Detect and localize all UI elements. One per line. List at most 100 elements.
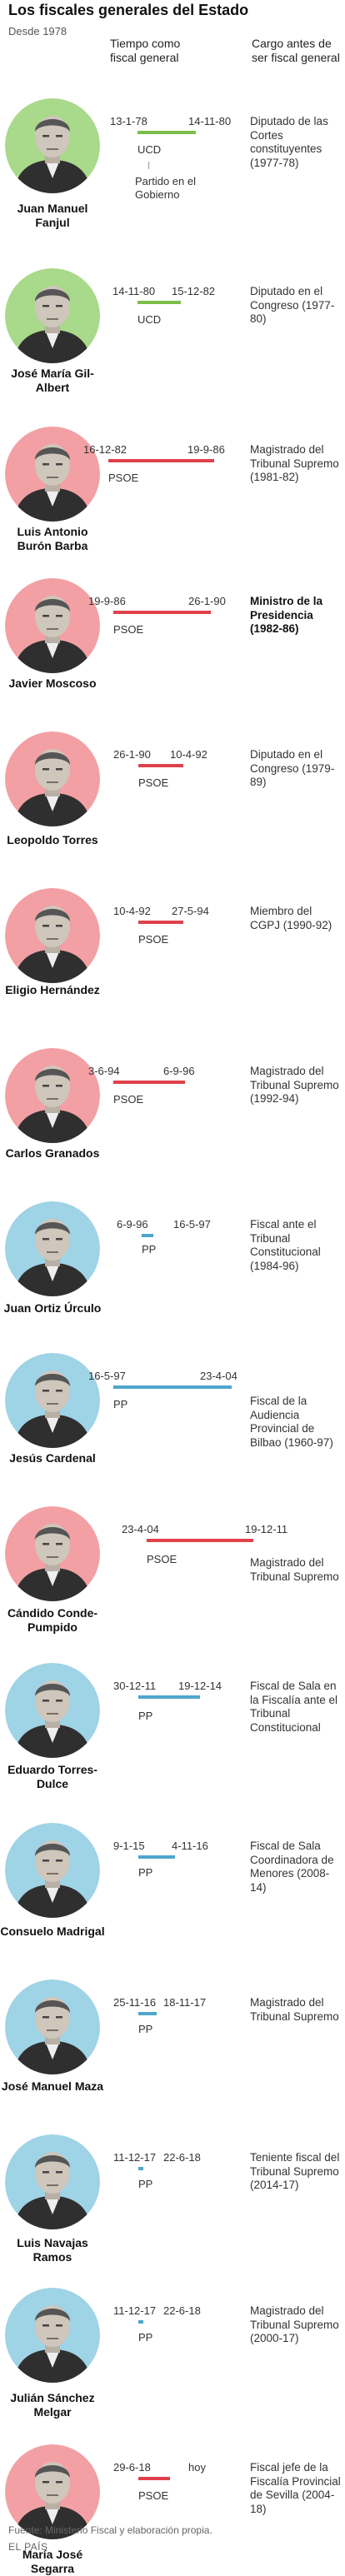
tenure-bar (138, 2477, 170, 2480)
previous-post: Teniente fiscal del Tribunal Supremo (20… (250, 2151, 340, 2191)
previous-post: Fiscal de Sala Coordinadora de Menores (… (250, 1840, 334, 1894)
portrait-photo (5, 731, 100, 826)
start-date: 26-1-90 (113, 748, 151, 761)
fiscal-name: Julián Sánchez Melgar (10, 2391, 95, 2419)
end-date: 14-11-80 (188, 115, 232, 127)
party-label: PSOE (147, 1553, 178, 1565)
party-label: PSOE (113, 623, 144, 636)
tenure-bar (138, 2167, 143, 2170)
previous-post: Fiscal jefe de la Fiscalía Provincial de… (250, 2461, 341, 2515)
end-date: 15-12-82 (172, 285, 216, 297)
end-date: 18-11-17 (163, 1996, 207, 2009)
fiscal-name: Luis Navajas Ramos (17, 2236, 88, 2264)
party-label: PSOE (138, 2489, 169, 2502)
end-date: 19-12-14 (178, 1680, 222, 1692)
portrait-photo (5, 1663, 100, 1758)
portrait-photo (5, 1979, 100, 2074)
start-date: 14-11-80 (112, 285, 156, 297)
previous-post: Diputado en el Congreso (1977-80) (250, 285, 335, 325)
page-title: Los fiscales generales del Estado (8, 2, 249, 18)
tenure-bar (113, 611, 211, 614)
previous-post: Diputado en el Congreso (1979-89) (250, 748, 335, 788)
party-label: UCD (138, 313, 162, 326)
party-label: PSOE (138, 776, 169, 789)
end-date: 23-4-04 (200, 1370, 238, 1382)
party-label: UCD (138, 143, 162, 156)
fiscal-name: Eligio Hernández (5, 983, 100, 996)
start-date: 13-1-78 (110, 115, 148, 127)
portrait-photo (5, 2444, 100, 2539)
previous-post: Fiscal de Sala en la Fiscalía ante el Tr… (250, 1680, 338, 1734)
party-label: PSOE (138, 933, 169, 946)
end-date: 27-5-94 (172, 905, 209, 917)
previous-post: Magistrado del Tribunal Supremo (1992-94… (250, 1065, 339, 1105)
previous-post: Fiscal de la Audiencia Provincial de Bil… (250, 1395, 333, 1449)
portrait-photo (5, 98, 100, 193)
party-label: PP (138, 1710, 153, 1722)
portrait-photo (5, 1201, 100, 1296)
fiscal-name: Cándido Conde-Pumpido (7, 1606, 98, 1634)
fiscal-name: Carlos Granados (5, 1146, 100, 1160)
party-note: Partido en el Gobierno (135, 175, 196, 201)
start-date: 16-12-82 (83, 443, 128, 456)
previous-post: Fiscal ante el Tribunal Constitucional (… (250, 1218, 321, 1272)
end-date: 4-11-16 (172, 1840, 208, 1852)
previous-post: Miembro del CGPJ (1990-92) (250, 905, 332, 931)
end-date: 16-5-97 (173, 1218, 211, 1231)
fiscal-name: Luis Antonio Burón Barba (17, 525, 88, 552)
portrait-photo (5, 268, 100, 363)
fiscal-name: Consuelo Madrigal (0, 1925, 105, 1938)
fiscal-name: Leopoldo Torres (7, 833, 98, 846)
page-subtitle: Desde 1978 (8, 25, 68, 37)
column-header-cargo: Cargo antes de ser fiscal general (252, 37, 340, 64)
portrait-photo (5, 1506, 100, 1601)
fiscal-name: Jesús Cardenal (9, 1451, 96, 1465)
portrait-photo (5, 1823, 100, 1918)
portrait-photo (5, 1048, 100, 1143)
portrait-photo (5, 2288, 100, 2383)
tenure-bar (138, 921, 183, 924)
previous-post: Magistrado del Tribunal Supremo (2000-17… (250, 2304, 339, 2344)
start-date: 19-9-86 (88, 595, 126, 607)
start-date: 25-11-16 (113, 1996, 157, 2009)
end-date: 22-6-18 (163, 2151, 201, 2164)
fiscal-name: Juan Manuel Fanjul (17, 202, 88, 229)
start-date: 11-12-17 (113, 2151, 157, 2164)
start-date: 9-1-15 (113, 1840, 145, 1852)
end-date: 26-1-90 (188, 595, 226, 607)
start-date: 11-12-17 (113, 2304, 157, 2317)
portrait-photo (5, 427, 100, 522)
tenure-bar (113, 1385, 232, 1389)
end-date: 19-12-11 (245, 1523, 288, 1535)
start-date: 23-4-04 (122, 1523, 159, 1535)
party-label: PP (138, 2178, 153, 2190)
previous-post: Ministro de la Presidencia (1982-86) (250, 595, 323, 635)
tenure-bar (138, 1695, 200, 1699)
previous-post: Magistrado del Tribunal Supremo (250, 1556, 339, 1583)
fiscal-name: Javier Moscoso (8, 676, 97, 690)
end-date: 6-9-96 (163, 1065, 195, 1077)
start-date: 16-5-97 (88, 1370, 126, 1382)
start-date: 6-9-96 (117, 1218, 148, 1231)
source-note: Fuente: Ministerio Fiscal y elaboración … (8, 2524, 212, 2536)
fiscal-name: Juan Ortiz Úrculo (3, 1301, 102, 1315)
tenure-bar (138, 764, 183, 767)
tenure-bar (138, 131, 196, 134)
tenure-bar (147, 1539, 253, 1542)
tenure-bar (138, 1855, 175, 1859)
previous-post: Magistrado del Tribunal Supremo (1981-82… (250, 443, 339, 483)
tenure-bar (108, 459, 214, 462)
previous-post: Magistrado del Tribunal Supremo (250, 1996, 339, 2023)
party-label: PSOE (108, 472, 139, 484)
tenure-bar (142, 1234, 153, 1237)
start-date: 3-6-94 (88, 1065, 120, 1077)
end-date: 10-4-92 (170, 748, 208, 761)
party-label: PP (113, 1398, 128, 1410)
brand-label: EL PAÍS (8, 2541, 48, 2553)
fiscal-name: Eduardo Torres-Dulce (8, 1763, 98, 1790)
portrait-photo (5, 578, 100, 673)
portrait-photo (5, 888, 100, 983)
party-label: PP (142, 1243, 157, 1256)
end-date: 19-9-86 (188, 443, 225, 456)
party-label: PP (138, 2331, 153, 2344)
